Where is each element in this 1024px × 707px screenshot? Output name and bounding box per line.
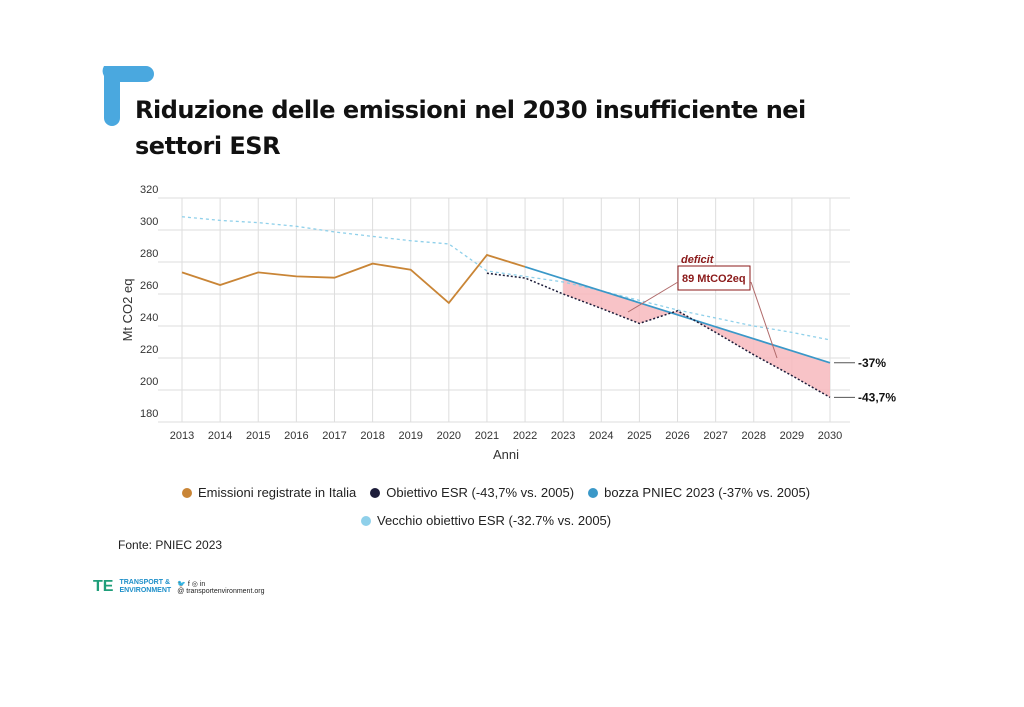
deficit-arrow (627, 281, 679, 313)
legend-label: Vecchio obiettivo ESR (-32.7% vs. 2005) (377, 513, 612, 528)
x-tick-label: 2026 (665, 430, 689, 442)
org-line-2: ENVIRONMENT (119, 587, 172, 594)
x-tick-label: 2014 (208, 430, 232, 442)
org-line-1: TRANSPORT & (119, 579, 171, 586)
series-emissions-line (181, 253, 526, 305)
y-tick-label: 260 (140, 280, 158, 292)
social-icons[interactable]: 🐦 f ◎ in (177, 580, 206, 588)
footer: TE TRANSPORT & ENVIRONMENT 🐦 f ◎ in @ tran… (93, 578, 264, 596)
legend-label: Emissioni registrate in Italia (198, 485, 357, 500)
x-tick-label: 2015 (246, 430, 270, 442)
chart-title: Riduzione delle emissioni nel 2030 insuf… (135, 96, 806, 160)
x-axis-label: Anni (493, 447, 519, 462)
legend-item-esr: Obiettivo ESR (-43,7% vs. 2005) (370, 485, 574, 500)
y-tick-label: 220 (140, 344, 158, 356)
legend-marker (361, 516, 371, 526)
x-tick-label: 2021 (475, 430, 499, 442)
x-tick-label: 2027 (703, 430, 727, 442)
deficit-label: deficit (681, 254, 715, 266)
y-tick-label: 300 (140, 216, 158, 228)
x-tick-label: 2029 (780, 430, 804, 442)
y-tick-label: 240 (140, 312, 158, 324)
x-tick-label: 2025 (627, 430, 651, 442)
legend-row-2: Vecchio obiettivo ESR (-32.7% vs. 2005) (361, 513, 611, 528)
deficit-value: 89 MtCO2eq (682, 273, 746, 285)
x-tick-label: 2022 (513, 430, 537, 442)
x-tick-label: 2024 (589, 430, 613, 442)
esr-end-label: -43,7% (858, 390, 896, 404)
y-tick-label: 200 (140, 376, 158, 388)
legend-label: Obiettivo ESR (-43,7% vs. 2005) (386, 485, 575, 500)
legend-item-pniec: bozza PNIEC 2023 (-37% vs. 2005) (588, 485, 810, 500)
website-link[interactable]: transportenvironment.org (186, 587, 265, 595)
legend-label: bozza PNIEC 2023 (-37% vs. 2005) (604, 485, 811, 500)
te-logo-icon: TE (93, 578, 114, 595)
corner-logo-icon (102, 66, 154, 126)
series-esr-line (486, 272, 831, 399)
series-pniec-line (524, 265, 831, 364)
legend-item-emissions: Emissioni registrate in Italia (182, 485, 356, 500)
x-tick-label: 2017 (322, 430, 346, 442)
social-links: 🐦 f ◎ in @ transportenvironment.org (177, 580, 265, 595)
y-tick-label: 180 (140, 408, 158, 420)
source-note: Fonte: PNIEC 2023 (118, 538, 223, 552)
deficit-box (677, 265, 751, 291)
legend-marker (588, 488, 599, 498)
y-tick-label: 320 (140, 184, 158, 196)
legend-item-old: Vecchio obiettivo ESR (-32.7% vs. 2005) (361, 513, 611, 528)
x-tick-label: 2020 (437, 430, 461, 442)
series-old-target-line (181, 216, 831, 341)
org-name: TRANSPORT & ENVIRONMENT (119, 579, 171, 595)
x-tick-label: 2018 (360, 430, 384, 442)
x-tick-label: 2028 (742, 430, 766, 442)
legend-marker (370, 488, 381, 498)
y-axis-label: Mt CO2 eq (120, 279, 135, 342)
legend-row-1: Emissioni registrate in Italia Obiettivo… (182, 485, 810, 500)
deficit-arrow (750, 281, 778, 359)
x-tick-label: 2023 (551, 430, 575, 442)
legend-marker (182, 488, 192, 498)
x-tick-label: 2019 (398, 430, 422, 442)
pniec-end-label: -37% (858, 356, 886, 370)
x-tick-label: 2013 (170, 430, 194, 442)
x-tick-label: 2030 (818, 430, 842, 442)
y-tick-label: 280 (140, 248, 158, 260)
deficit-area (563, 278, 830, 398)
x-tick-label: 2016 (284, 430, 308, 442)
